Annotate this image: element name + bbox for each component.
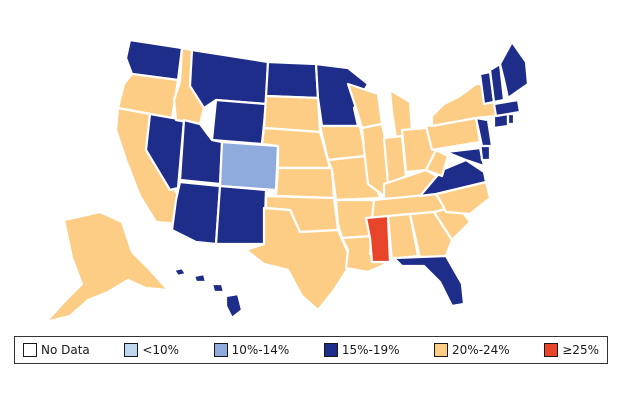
state-ma [492, 98, 522, 118]
us-states-map [44, 38, 530, 324]
state-nh [488, 62, 506, 104]
state-wy [210, 98, 268, 146]
state-mn [314, 62, 370, 128]
state-hi [172, 266, 244, 320]
state-ms [364, 214, 392, 264]
legend-swatch-under-10 [124, 343, 139, 357]
state-nd [264, 60, 320, 100]
state-co [218, 140, 280, 192]
state-me [498, 40, 530, 100]
legend-item-10-14: 10%-14% [213, 343, 290, 357]
state-ri [506, 112, 516, 126]
legend-item-25-plus: ≥25% [544, 343, 599, 357]
legend-label-20-24: 20%-24% [452, 343, 510, 357]
state-ak [44, 210, 170, 324]
state-sd [262, 94, 322, 134]
legend-label-no-data: No Data [41, 343, 90, 357]
legend-label-15-19: 15%-19% [341, 343, 400, 357]
state-ga [408, 210, 454, 260]
state-nm [214, 184, 268, 246]
legend-label-25-plus: ≥25% [562, 343, 599, 357]
state-nj [474, 116, 494, 148]
legend-item-15-19: 15%-19% [323, 343, 400, 357]
legend-label-under-10: <10% [142, 343, 180, 357]
legend-swatch-15-19 [323, 343, 338, 357]
legend-swatch-10-14 [213, 343, 228, 357]
legend-swatch-no-data [23, 343, 37, 357]
state-tx [244, 206, 354, 312]
state-wv [424, 148, 450, 178]
state-ks [274, 166, 336, 200]
legend-item-under-10: <10% [124, 343, 179, 357]
state-mt [188, 48, 270, 110]
legend: No Data <10% 10%-14% 15%-19% 20%-24% ≥25… [14, 336, 608, 364]
state-md [444, 146, 486, 168]
legend-label-10-14: 10%-14% [231, 343, 290, 357]
legend-swatch-20-24 [434, 343, 449, 357]
state-az [170, 180, 222, 246]
state-fl [392, 254, 466, 308]
state-ia [318, 124, 368, 162]
legend-swatch-25-plus [544, 343, 559, 357]
legend-item-20-24: 20%-24% [434, 343, 510, 357]
legend-item-no-data: No Data [23, 343, 90, 357]
